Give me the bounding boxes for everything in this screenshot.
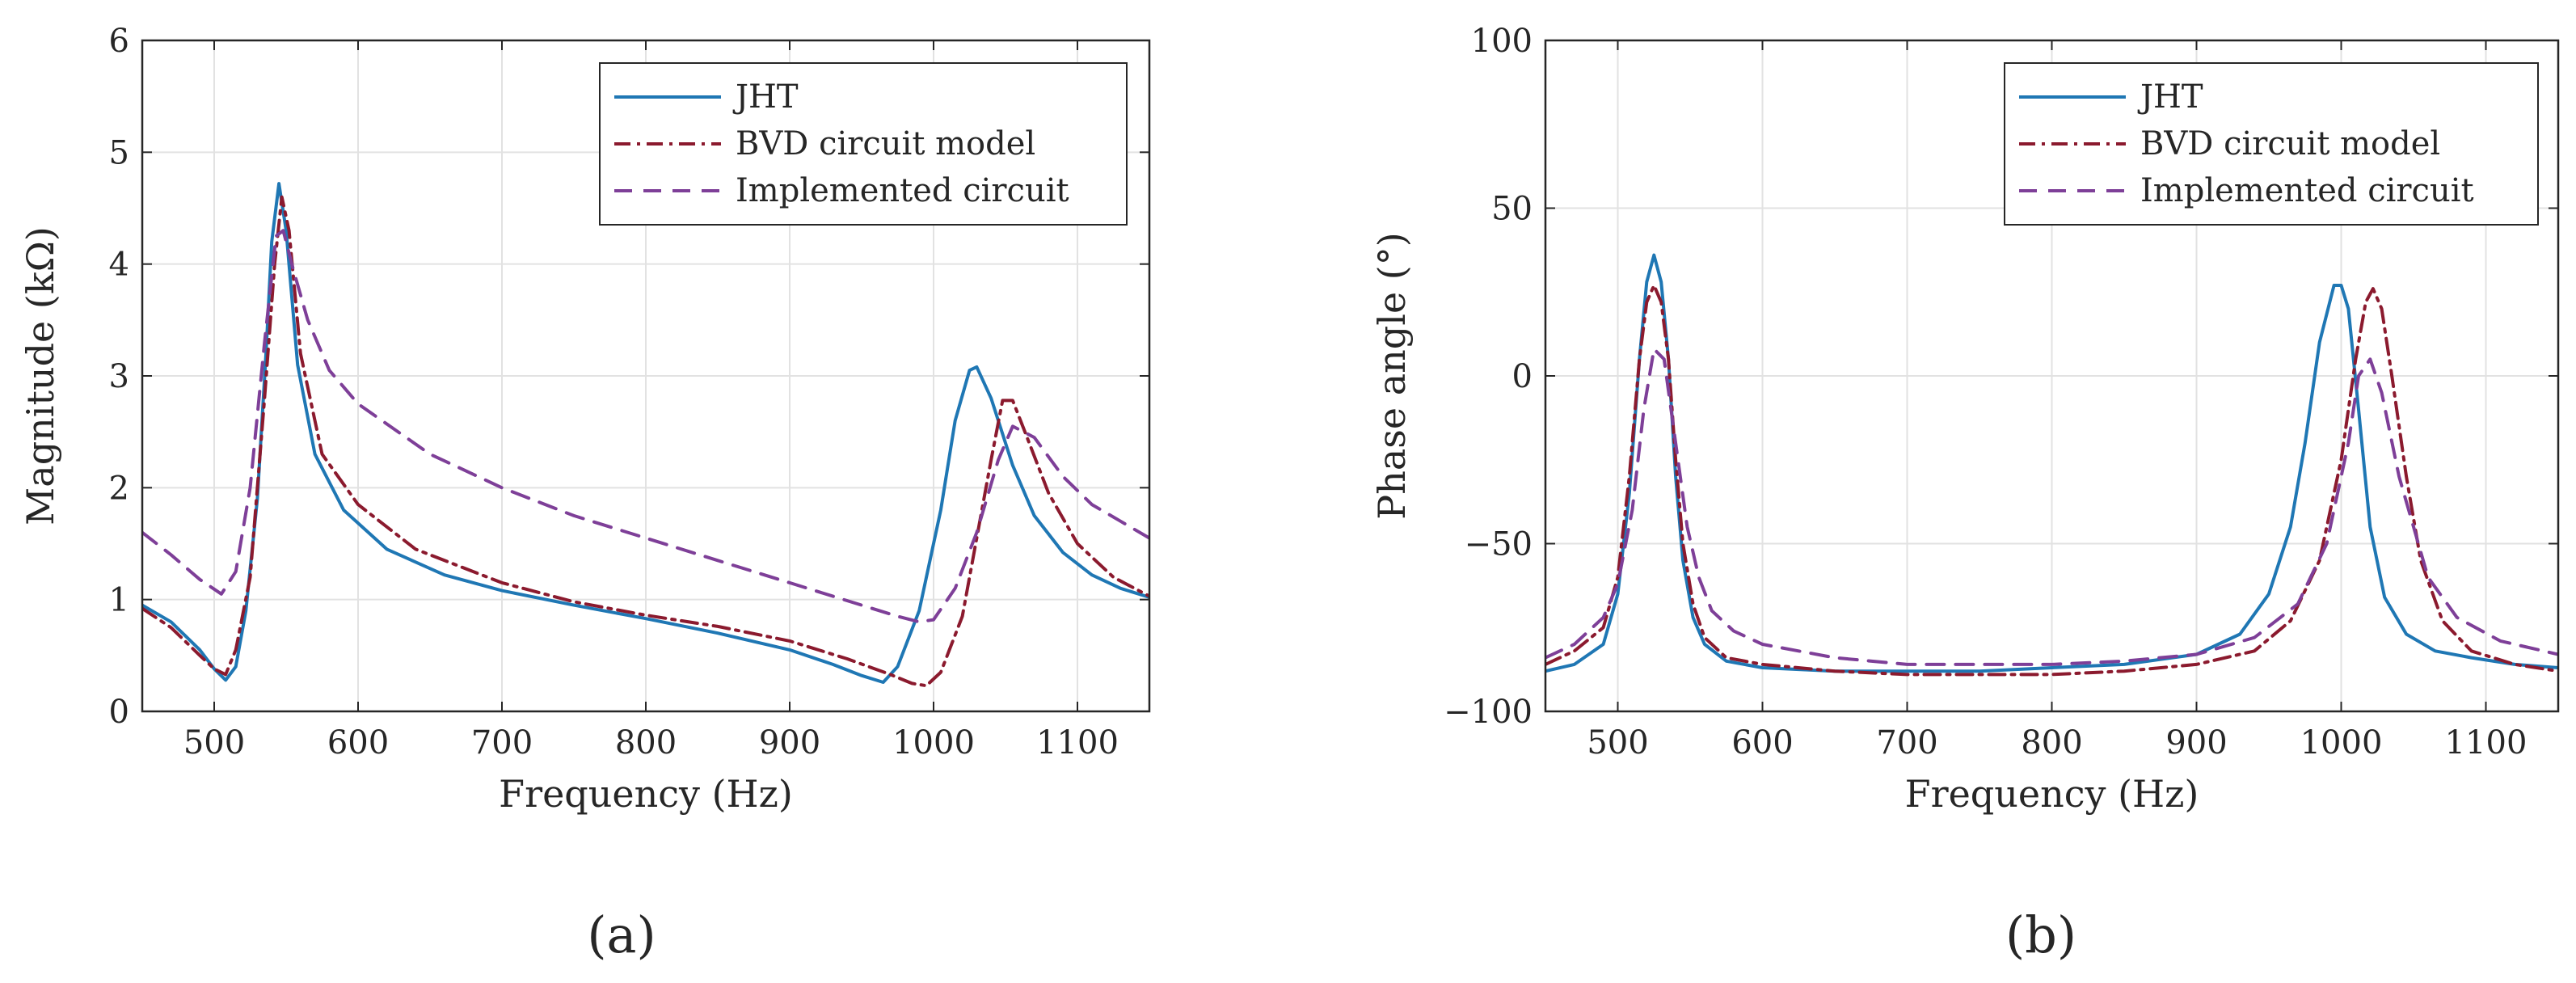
legend-label: JHT <box>732 78 799 116</box>
x-tick-label: 500 <box>183 724 245 762</box>
y-tick-label: 100 <box>1471 23 1533 60</box>
x-axis-label: Frequency (Hz) <box>499 772 793 816</box>
y-tick-label: −50 <box>1465 526 1533 563</box>
y-tick-label: −100 <box>1444 694 1533 731</box>
legend: JHT BVD circuit model Implemented circuit <box>600 63 1127 225</box>
legend-label: Implemented circuit <box>2140 172 2474 209</box>
x-tick-label: 700 <box>471 724 533 762</box>
y-tick-label: 5 <box>109 134 129 171</box>
x-tick-label: 1100 <box>2445 724 2528 762</box>
x-tick-label: 1000 <box>2300 724 2383 762</box>
x-tick-label: 700 <box>1876 724 1937 762</box>
y-tick-label: 0 <box>1512 358 1533 395</box>
y-tick-label: 50 <box>1491 191 1533 228</box>
legend-label: JHT <box>2137 78 2203 116</box>
x-tick-label: 600 <box>1731 724 1793 762</box>
x-tick-label: 500 <box>1587 724 1648 762</box>
y-tick-label: 4 <box>109 247 129 284</box>
y-axis-label: Magnitude (kΩ) <box>19 226 62 525</box>
y-tick-label: 6 <box>109 23 129 60</box>
x-tick-label: 1000 <box>892 724 975 762</box>
y-tick-label: 0 <box>109 694 129 731</box>
x-tick-label: 1100 <box>1036 724 1119 762</box>
x-tick-label: 600 <box>327 724 389 762</box>
legend-label: Implemented circuit <box>736 172 1069 209</box>
y-tick-label: 2 <box>109 470 129 507</box>
x-tick-label: 900 <box>2165 724 2227 762</box>
legend-label: BVD circuit model <box>736 125 1035 162</box>
y-axis-label: Phase angle (°) <box>1370 232 1414 519</box>
x-tick-label: 900 <box>759 724 820 762</box>
panel-b-phase-chart: 500 600 700 800 900 1000 1100 −100 −50 0 50 100 Freq… <box>1370 23 2558 816</box>
y-tick-label: 1 <box>109 582 129 619</box>
x-tick-label: 800 <box>615 724 677 762</box>
panel-label-b: (b) <box>2005 905 2076 964</box>
legend-label: BVD circuit model <box>2140 125 2440 162</box>
y-tick-label: 3 <box>109 358 129 395</box>
x-tick-label: 800 <box>2021 724 2082 762</box>
x-axis-label: Frequency (Hz) <box>1905 772 2199 816</box>
legend: JHT BVD circuit model Implemented circuit <box>2005 63 2538 225</box>
panel-label-a: (a) <box>587 905 656 964</box>
panel-a-magnitude-chart: 500 600 700 800 900 1000 1100 0 1 2 3 4 5 6 Frequency … <box>19 23 1149 816</box>
